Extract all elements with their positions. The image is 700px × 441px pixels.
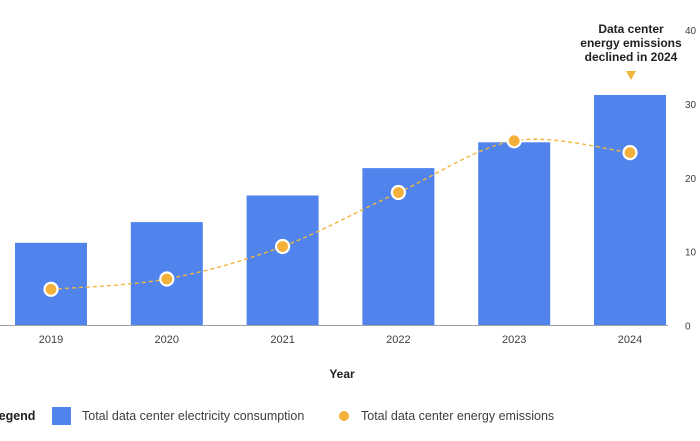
x-tick-labels: 2019 2020 2021 2022 2023 2024 (39, 334, 642, 346)
point-2020 (159, 271, 175, 287)
bar-2024 (594, 95, 666, 326)
x-tick-2023: 2023 (502, 334, 526, 346)
annotation-arrow-icon (626, 71, 636, 80)
y-tick-20: 20 (685, 174, 697, 185)
legend: Legend Total data center electricity con… (0, 407, 554, 425)
legend-swatch-electricity (52, 407, 71, 425)
annotation-line-1: Data center (598, 22, 664, 36)
bar-2023 (478, 142, 551, 326)
bar-2021 (246, 195, 319, 326)
y-tick-30: 30 (685, 100, 697, 111)
y-tick-0: 0 (685, 322, 691, 333)
annotation-line-3: declined in 2024 (585, 50, 678, 64)
point-2019 (43, 281, 59, 297)
bars-layer (15, 95, 666, 326)
x-tick-2019: 2019 (39, 334, 63, 346)
x-tick-2020: 2020 (155, 334, 179, 346)
point-2023 (506, 133, 522, 149)
point-2021 (275, 238, 291, 255)
annotation: Data center energy emissions declined in… (580, 22, 682, 80)
x-axis-title: Year (329, 367, 355, 381)
annotation-line-2: energy emissions (580, 36, 682, 50)
y-tick-40: 40 (685, 26, 697, 37)
legend-label-emissions: Total data center energy emissions (361, 409, 554, 423)
x-tick-2024: 2024 (618, 334, 642, 346)
y-tick-labels: 0 10 20 30 40 (685, 26, 697, 333)
legend-title: Legend (0, 409, 35, 423)
emissions-trend-line (50, 138, 631, 290)
point-2024 (622, 145, 638, 161)
point-2022 (390, 184, 406, 201)
x-tick-2021: 2021 (270, 334, 294, 346)
points-layer (43, 133, 638, 297)
legend-label-electricity: Total data center electricity consumptio… (82, 409, 304, 423)
legend-marker-emissions (337, 409, 351, 423)
y-tick-10: 10 (685, 248, 697, 259)
x-tick-2022: 2022 (386, 334, 410, 346)
